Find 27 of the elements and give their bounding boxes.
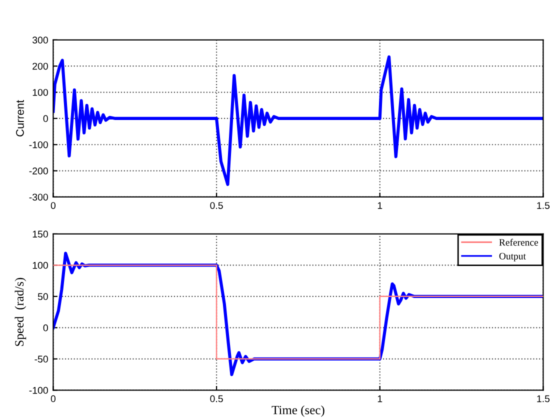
line-series [53, 55, 544, 186]
y-tick-label: -100 [29, 386, 48, 394]
y-tick-label: 50 [38, 293, 48, 300]
x-tick-label: 0 [50, 202, 56, 209]
y-tick-label: -200 [29, 168, 48, 174]
x-tick-label: 1 [378, 202, 382, 209]
y-tick-label: 300 [32, 36, 48, 44]
x-tick-label: 0.5 [210, 395, 223, 402]
y-tick-label: 0 [43, 324, 48, 332]
x-axis-title: Time (sec) [272, 405, 324, 417]
legend-label: Output [499, 252, 526, 262]
x-tick-label: 0 [50, 395, 56, 402]
y-tick-label: 0 [43, 115, 48, 122]
x-tick-label: 1.5 [537, 202, 550, 209]
legend-label: Reference [499, 238, 538, 246]
y-tick-label: 150 [32, 230, 48, 238]
y-tick-label: 100 [32, 262, 48, 269]
y-tick-label: -100 [29, 141, 48, 148]
x-tick-label: 0.5 [210, 202, 223, 209]
x-tick-label: 1.5 [537, 395, 550, 402]
y-tick-label: -300 [29, 194, 48, 201]
y-axis-title: Current [16, 100, 24, 136]
y-tick-label: 200 [32, 62, 48, 70]
y-tick-label: 100 [32, 88, 48, 96]
y-axis-title: Speed (rad/s) [14, 278, 26, 346]
y-tick-label: -50 [34, 356, 48, 363]
x-tick-label: 1 [378, 395, 382, 402]
